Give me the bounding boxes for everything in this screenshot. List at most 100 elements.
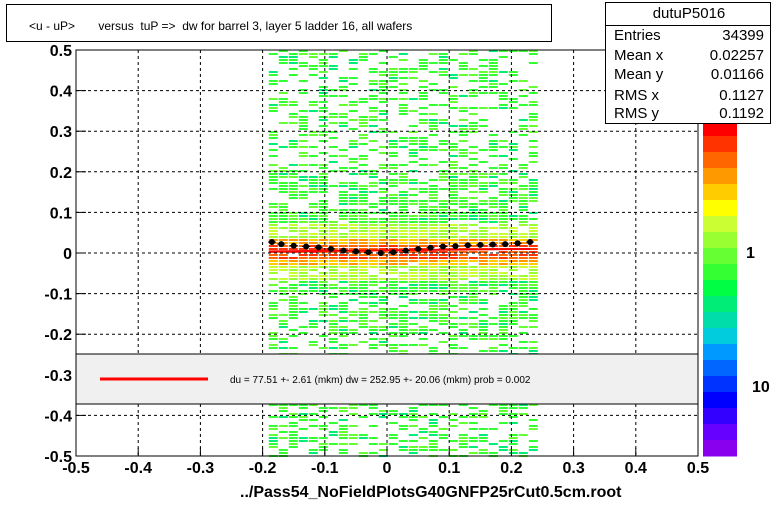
heatmap-cell: [318, 233, 328, 235]
heatmap-cell: [348, 437, 358, 439]
heatmap-cell: [408, 110, 418, 112]
heatmap-cell: [358, 170, 368, 172]
heatmap-cell: [308, 56, 318, 58]
heatmap-cell: [438, 251, 448, 253]
heatmap-cell: [278, 410, 288, 412]
heatmap-cell: [358, 227, 368, 229]
heatmap-cell: [388, 308, 398, 310]
heatmap-cell: [338, 218, 348, 220]
heatmap-cell: [278, 266, 288, 268]
heatmap-cell: [318, 311, 328, 313]
heatmap-cell: [428, 305, 438, 307]
heatmap-cell: [428, 290, 438, 292]
heatmap-cell: [518, 242, 528, 244]
heatmap-cell: [308, 191, 318, 193]
heatmap-cell: [278, 101, 288, 103]
heatmap-cell: [388, 350, 398, 352]
heatmap-cell: [468, 170, 478, 172]
heatmap-cell: [508, 227, 518, 229]
heatmap-cell: [378, 242, 388, 244]
heatmap-cell: [498, 140, 508, 142]
heatmap-cell: [378, 317, 388, 319]
stats-label: Entries: [614, 27, 661, 44]
heatmap-cell: [308, 74, 318, 76]
heatmap-cell: [448, 290, 458, 292]
heatmap-cell: [288, 311, 298, 313]
profile-point: [352, 248, 359, 255]
heatmap-cell: [428, 266, 438, 268]
heatmap-cell: [358, 326, 368, 328]
heatmap-cell: [528, 227, 538, 229]
heatmap-cell: [338, 104, 348, 106]
heatmap-cell: [338, 452, 348, 454]
heatmap-cell: [498, 308, 508, 310]
profile-point: [290, 242, 297, 249]
heatmap-cell: [498, 449, 508, 451]
heatmap-cell: [468, 290, 478, 292]
heatmap-cell: [298, 194, 308, 196]
heatmap-cell: [468, 281, 478, 283]
heatmap-cell: [358, 194, 368, 196]
heatmap-cell: [508, 107, 518, 109]
heatmap-cell: [468, 446, 478, 448]
heatmap-cell: [348, 443, 358, 445]
heatmap-cell: [528, 287, 538, 289]
heatmap-cell: [268, 164, 278, 166]
heatmap-cell: [488, 134, 498, 136]
heatmap-cell: [418, 314, 428, 316]
heatmap-cell: [428, 191, 438, 193]
heatmap-cell: [438, 200, 448, 202]
heatmap-cell: [348, 290, 358, 292]
heatmap-cell: [398, 194, 408, 196]
heatmap-cell: [528, 269, 538, 271]
heatmap-cell: [268, 224, 278, 226]
heatmap-cell: [288, 146, 298, 148]
heatmap-cell: [338, 275, 348, 277]
heatmap-cell: [278, 431, 288, 433]
heatmap-cell: [268, 257, 278, 259]
heatmap-cell: [428, 104, 438, 106]
heatmap-cell: [358, 119, 368, 121]
color-bar-band: [703, 440, 737, 457]
heatmap-cell: [408, 344, 418, 346]
heatmap-cell: [408, 449, 418, 451]
heatmap-cell: [498, 95, 508, 97]
heatmap-cell: [448, 146, 458, 148]
heatmap-cell: [348, 434, 358, 436]
heatmap-cell: [438, 140, 448, 142]
heatmap-cell: [268, 416, 278, 418]
heatmap-cell: [388, 152, 398, 154]
heatmap-cell: [478, 200, 488, 202]
heatmap-cell: [428, 425, 438, 427]
heatmap-cell: [278, 221, 288, 223]
heatmap-cell: [368, 95, 378, 97]
heatmap-cell: [458, 239, 468, 241]
heatmap-cell: [498, 203, 508, 205]
heatmap-cell: [428, 239, 438, 241]
heatmap-cell: [528, 62, 538, 64]
heatmap-cell: [318, 314, 328, 316]
heatmap-cell: [518, 311, 528, 313]
heatmap-cell: [268, 143, 278, 145]
heatmap-cell: [298, 416, 308, 418]
heatmap-cell: [508, 320, 518, 322]
heatmap-cell: [368, 338, 378, 340]
heatmap-cell: [388, 77, 398, 79]
heatmap-cell: [448, 260, 458, 262]
heatmap-cell: [518, 203, 528, 205]
heatmap-cell: [378, 50, 388, 52]
heatmap-cell: [298, 242, 308, 244]
heatmap-cell: [478, 338, 488, 340]
heatmap-cell: [378, 164, 388, 166]
heatmap-cell: [318, 209, 328, 211]
heatmap-cell: [328, 230, 338, 232]
stats-box: dutuP5016 Entries 34399 Mean x 0.02257 M…: [605, 2, 771, 124]
heatmap-cell: [378, 98, 388, 100]
heatmap-cell: [398, 335, 408, 337]
heatmap-cell: [398, 413, 408, 415]
heatmap-cell: [278, 263, 288, 265]
heatmap-cell: [308, 65, 318, 67]
color-bar-band: [703, 376, 737, 393]
heatmap-cell: [368, 206, 378, 208]
heatmap-cell: [398, 350, 408, 352]
